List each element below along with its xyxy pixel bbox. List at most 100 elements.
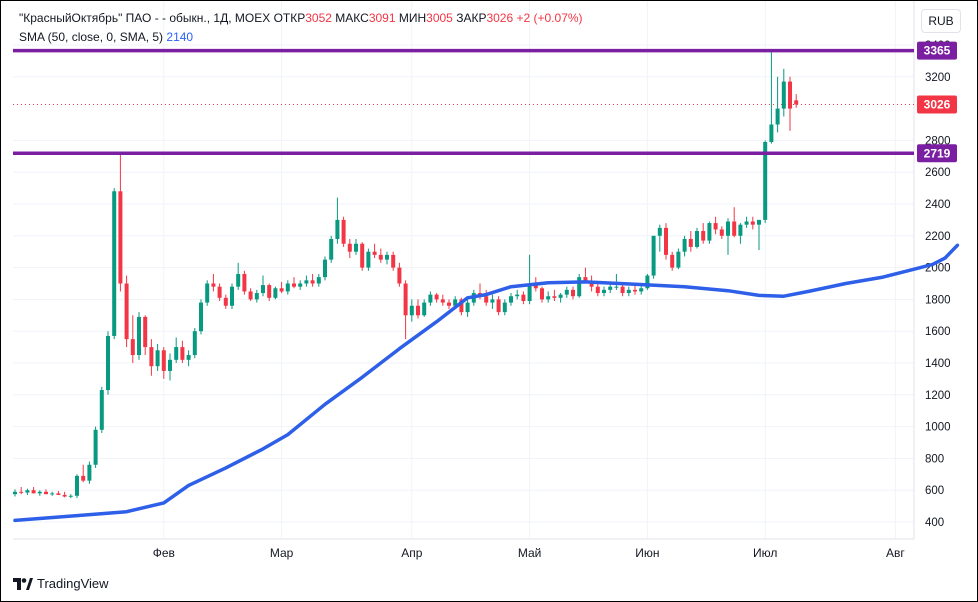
candle-body <box>44 491 48 495</box>
x-tick-label: Авг <box>886 546 905 560</box>
candle-body <box>416 305 420 316</box>
candle-body <box>502 302 507 313</box>
candle-body <box>465 302 470 313</box>
y-tick-label: 800 <box>925 453 944 465</box>
candle-body <box>769 124 774 142</box>
candle-body <box>490 299 495 303</box>
candle-body <box>794 100 799 105</box>
candle-body <box>248 291 253 300</box>
candle-body <box>323 259 327 278</box>
candle-body <box>744 221 749 225</box>
candle-body <box>707 223 712 241</box>
high-value: 3091 <box>368 11 396 25</box>
level-label-bg <box>917 144 957 163</box>
candle-body <box>558 294 563 298</box>
open-value: 3052 <box>305 11 332 25</box>
candle-body <box>62 494 67 497</box>
candle-body <box>137 316 141 356</box>
candle-body <box>56 493 61 495</box>
candle-body <box>267 285 272 298</box>
candle-body <box>738 224 743 236</box>
candle-body <box>701 231 706 241</box>
candle-body <box>192 331 197 356</box>
candle-body <box>564 289 569 295</box>
close-value: 3026 <box>486 11 514 25</box>
candle-body <box>168 359 172 371</box>
tradingview-label: TradingView <box>37 576 109 591</box>
candle-body <box>186 355 191 360</box>
candle-body <box>292 283 296 287</box>
candle-body <box>254 293 259 300</box>
candle-body <box>434 294 439 300</box>
candle-body <box>676 251 681 268</box>
low-value: 3005 <box>426 11 453 25</box>
candle-body <box>695 231 699 247</box>
close-label: ЗАКР <box>456 11 487 25</box>
candle-body <box>788 81 792 109</box>
candle-body <box>273 288 278 298</box>
candle-body <box>242 273 247 292</box>
candle-body <box>781 81 786 109</box>
candle-body <box>626 289 631 294</box>
candle-body <box>645 275 650 289</box>
candle-body <box>143 316 148 348</box>
candle-body <box>726 221 730 236</box>
candle-body <box>106 335 110 391</box>
candle-body <box>583 277 588 282</box>
candle-body <box>403 283 408 316</box>
candle-body <box>366 251 371 268</box>
x-tick-label: Апр <box>401 546 423 560</box>
candle-body <box>174 347 179 360</box>
candle-body <box>130 339 135 356</box>
x-tick-label: Май <box>518 546 542 560</box>
candle-body <box>335 219 340 239</box>
x-tick-label: Фев <box>153 546 175 560</box>
candle-body <box>316 277 321 284</box>
candle-body <box>298 283 303 287</box>
candle-body <box>682 238 687 252</box>
candle-body <box>285 283 290 292</box>
candle-body <box>732 221 737 236</box>
candle-body <box>608 286 613 290</box>
last-price-label: 3026 <box>924 97 951 111</box>
sma-legend[interactable]: SMA (50, close, 0, SMA, 5) 2140 <box>19 30 193 44</box>
candle-body <box>118 191 123 284</box>
candle-body <box>595 286 600 294</box>
y-tick-label: 1200 <box>925 390 951 402</box>
candle-body <box>639 288 644 292</box>
y-tick-label: 2200 <box>925 231 951 243</box>
candle-body <box>533 283 538 289</box>
candle-body <box>25 490 30 493</box>
x-tick-label: Июн <box>635 546 659 560</box>
candle-body <box>155 350 160 367</box>
candle-body <box>50 493 55 495</box>
low-label: МИН <box>398 11 427 25</box>
candle-body <box>515 294 520 297</box>
candle-body <box>571 289 575 297</box>
candle-body <box>112 191 117 336</box>
candle-body <box>552 296 557 298</box>
candle-body <box>211 283 216 287</box>
candle-body <box>31 490 36 494</box>
candle-body <box>37 491 42 494</box>
candle-body <box>230 286 234 306</box>
candle-body <box>99 390 104 430</box>
candle-body <box>440 299 445 303</box>
candle-body <box>149 347 154 367</box>
y-tick-label: 600 <box>925 485 944 497</box>
sma-line <box>13 243 960 523</box>
y-tick-label: 2600 <box>925 167 951 179</box>
symbol-label: "КрасныйОктябрь" ПАО - - обыкн., 1Д, MOE… <box>19 11 271 25</box>
change-value: +2 (+0.07%) <box>516 11 583 25</box>
level-label-bg <box>917 41 957 60</box>
candle-body <box>205 283 210 303</box>
x-tick-label: Мар <box>270 546 294 560</box>
candle-body <box>670 254 675 268</box>
candle-body <box>279 288 284 292</box>
candle-body <box>329 238 334 260</box>
candle-body <box>614 286 619 288</box>
currency-button[interactable]: RUB <box>921 9 961 33</box>
tradingview-logo[interactable]: TradingView <box>13 576 109 591</box>
x-tick-label: Июл <box>753 546 777 560</box>
